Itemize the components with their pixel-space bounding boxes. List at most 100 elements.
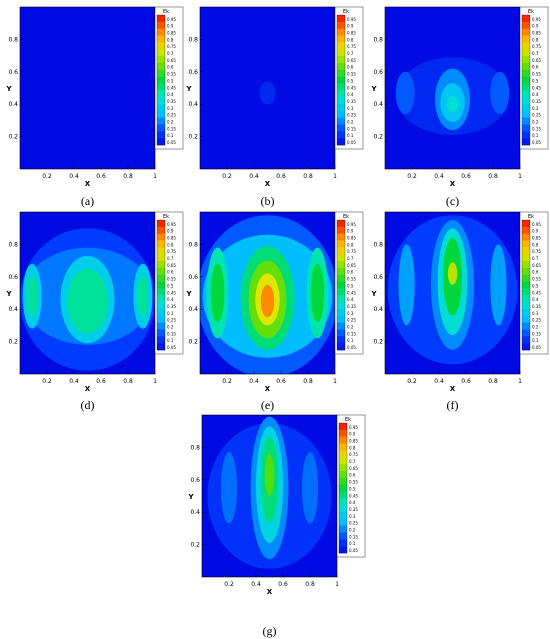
colorbar-level-label: 0.25: [347, 318, 356, 323]
x-axis-label: X: [450, 180, 456, 188]
colorbar-level-label: 0.2: [347, 119, 354, 124]
x-tick-label: 0.4: [69, 378, 79, 385]
x-tick-label: 0.8: [488, 173, 498, 180]
colorbar-swatch: [157, 131, 165, 139]
colorbar-level-label: 0.55: [347, 72, 356, 77]
colorbar-title: Ek: [345, 417, 351, 423]
contour-background: [20, 7, 155, 169]
colorbar-level-label: 0.6: [167, 65, 174, 70]
contour-region: [447, 96, 458, 113]
colorbar-level-label: 0.1: [347, 133, 354, 138]
colorbar-swatch: [337, 336, 345, 344]
y-axis-label: Y: [5, 290, 12, 298]
colorbar-swatch: [339, 423, 347, 431]
y-tick-label: 0.8: [188, 241, 198, 248]
colorbar-swatch: [157, 69, 165, 77]
contour-regions: [207, 416, 332, 569]
colorbar-frame: [156, 14, 166, 146]
colorbar-swatch: [337, 254, 345, 262]
colorbar-level-label: 0.45: [349, 493, 358, 498]
colorbar-swatch: [522, 21, 530, 29]
y-tick-label: 0.8: [8, 241, 18, 248]
x-tick-label: 0.2: [222, 378, 232, 385]
x-tick-label: 0.6: [276, 378, 286, 385]
colorbar-level-label: 0.3: [349, 514, 356, 519]
colorbar-swatch: [337, 138, 345, 146]
colorbar-swatch: [337, 124, 345, 132]
colorbar-level-label: 0.75: [349, 452, 358, 457]
contour-region: [260, 284, 275, 318]
y-tick-label: 0.2: [188, 339, 198, 346]
x-tick-label: 0.8: [303, 173, 313, 180]
colorbar-level-label: 0.45: [167, 290, 176, 295]
panel-caption: (b): [260, 194, 275, 208]
y-tick-label: 0.4: [188, 101, 198, 108]
colorbar-swatch: [157, 281, 165, 289]
colorbar-swatch: [522, 281, 530, 289]
colorbar-swatch: [337, 267, 345, 276]
colorbar-swatch: [339, 457, 347, 465]
colorbar-swatch: [337, 329, 345, 337]
colorbar-swatch: [337, 240, 345, 248]
x-tick-label: 0.6: [276, 173, 286, 180]
colorbar-swatch: [157, 83, 165, 91]
colorbar-swatch: [157, 302, 165, 310]
colorbar-level-label: 0.1: [532, 133, 539, 138]
colorbar-level-label: 0.5: [347, 78, 354, 83]
x-tick-label: 0.8: [123, 173, 133, 180]
colorbar-level-label: 0.8: [532, 37, 539, 42]
contour-panel-1: 0.2 0.4 0.6 0.8 1 0.2 0.4 0.6 0.8 X Y Ek 0.95 0.9 0.85…: [5, 6, 184, 188]
contour-region: [395, 71, 415, 114]
colorbar-level-label: 0.55: [532, 277, 541, 282]
x-tick-label: 0.6: [96, 378, 106, 385]
colorbar-level-label: 0.95: [349, 425, 358, 430]
colorbar-swatch: [337, 28, 345, 36]
colorbar-title: Ek: [163, 214, 169, 220]
colorbar-level-label: 0.75: [167, 44, 176, 49]
colorbar-swatch: [157, 124, 165, 132]
x-tick-label: 1: [153, 173, 157, 180]
colorbar-frame: [336, 219, 346, 351]
colorbar-title: Ek: [163, 9, 169, 15]
colorbar-frame: [336, 14, 346, 146]
x-axis-label: X: [267, 588, 273, 596]
colorbar-level-label: 0.2: [167, 119, 174, 124]
colorbar-swatch: [157, 110, 165, 118]
colorbar-swatch: [337, 281, 345, 289]
colorbar-swatch: [337, 220, 345, 228]
colorbar-swatch: [337, 308, 345, 317]
colorbar-level-label: 0.35: [167, 99, 176, 104]
x-axis-label: X: [265, 385, 271, 393]
y-tick-label: 0.4: [188, 306, 198, 313]
colorbar-level-label: 0.7: [167, 256, 174, 261]
colorbar-level-label: 0.8: [532, 242, 539, 247]
colorbar-swatch: [157, 308, 165, 317]
colorbar-swatch: [337, 288, 345, 296]
colorbar-swatch: [337, 76, 345, 84]
colorbar-swatch: [157, 322, 165, 330]
colorbar-legend: Ek 0.95 0.9 0.850.8 0.75 0.7 0.65 0.6 0.550.5 0.4…: [519, 6, 549, 150]
y-tick-label: 0.8: [373, 241, 383, 248]
colorbar-level-label: 0.8: [347, 37, 354, 42]
colorbar-swatch: [157, 220, 165, 228]
colorbar-level-label: 0.45: [167, 85, 176, 90]
y-tick-label: 0.2: [8, 134, 18, 141]
colorbar-swatch: [157, 97, 165, 105]
colorbar-level-label: 0.4: [349, 500, 356, 505]
contour-regions: [387, 215, 518, 365]
colorbar-swatch: [337, 62, 345, 71]
colorbar-level-label: 0.1: [167, 338, 174, 343]
colorbar-swatch: [522, 302, 530, 310]
x-tick-label: 1: [333, 173, 337, 180]
contour-region: [398, 244, 415, 326]
contour-region: [259, 81, 276, 105]
colorbar-legend: Ek 0.95 0.9 0.850.8 0.75 0.7 0.65 0.6 0.550.5 0.4…: [334, 211, 364, 355]
colorbar-frame: [338, 422, 348, 554]
colorbar-level-label: 0.35: [349, 507, 358, 512]
colorbar-level-label: 0.05: [532, 345, 541, 350]
colorbar-swatch: [337, 90, 345, 98]
colorbar-legend: Ek 0.95 0.9 0.850.8 0.75 0.7 0.65 0.6 0.550.5 0.4…: [154, 211, 184, 355]
colorbar-swatch: [522, 15, 530, 23]
x-tick-label: 0.6: [461, 378, 471, 385]
colorbar-level-label: 0.6: [347, 270, 354, 275]
